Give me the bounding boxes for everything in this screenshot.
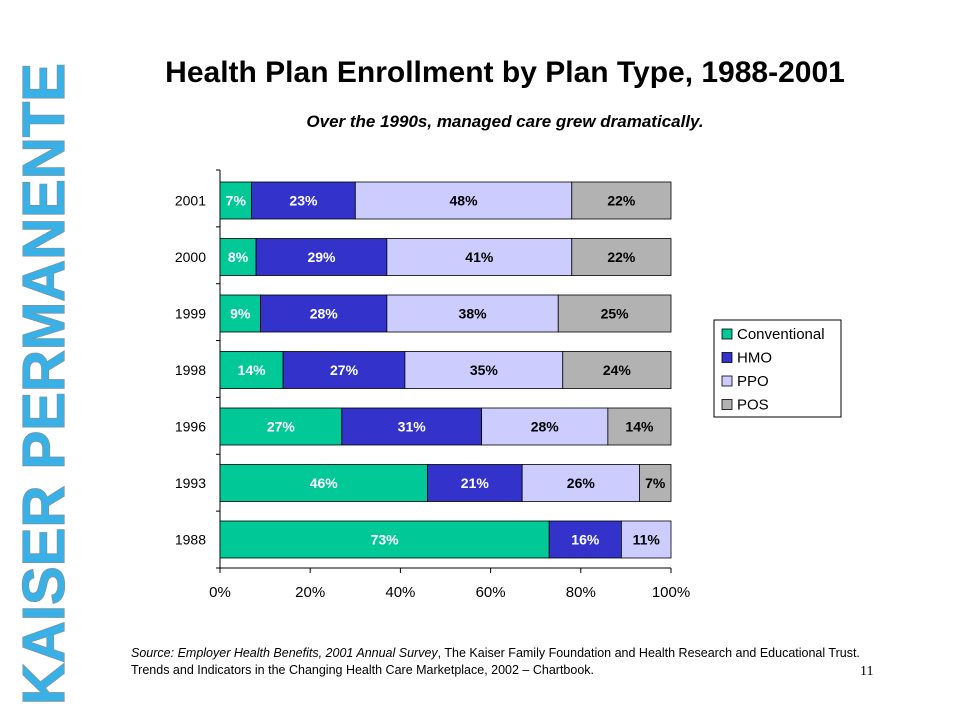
bar-segment-pos — [557, 294, 672, 333]
x-tick-label: 100% — [652, 584, 690, 601]
page-number: 11 — [860, 664, 874, 679]
legend-label-hmo: HMO — [737, 350, 772, 367]
bar-segment-conventional — [219, 464, 428, 502]
y-tick-label: 1988 — [175, 532, 206, 548]
legend-swatch-conventional — [721, 328, 733, 340]
bar-segment-hmo — [260, 294, 388, 333]
chart-subtitle: Over the 1990s, managed care grew dramat… — [306, 112, 704, 131]
x-tick-label: 40% — [385, 584, 415, 601]
data-label: 73% — [371, 532, 400, 548]
data-label: 21% — [461, 475, 490, 491]
bar-segment-hmo — [255, 238, 388, 276]
bar-segment-hmo — [427, 464, 523, 502]
bar-segment-conventional — [219, 407, 343, 446]
bar-segment-pos — [562, 351, 672, 389]
data-label: 8% — [228, 249, 249, 265]
source-note: Source: Employer Health Benefits, 2001 A… — [131, 645, 876, 679]
y-tick-label: 1996 — [175, 419, 206, 435]
data-label: 48% — [450, 193, 479, 209]
data-label: 22% — [607, 249, 636, 265]
bar-segment-conventional — [219, 351, 284, 389]
bar-segment-pos — [571, 181, 672, 220]
legend-swatch-hmo — [721, 352, 733, 363]
data-label: 38% — [459, 306, 488, 322]
legend-swatch-ppo — [721, 375, 733, 387]
y-tick-label: 2001 — [175, 193, 206, 209]
bar-segment-hmo — [251, 181, 356, 220]
data-label: 24% — [603, 362, 632, 378]
legend-label-ppo: PPO — [737, 373, 769, 390]
y-tick-label: 1999 — [175, 306, 206, 322]
bar-segment-conventional — [219, 520, 550, 559]
bar-segment-ppo — [521, 464, 640, 502]
x-tick-label: 60% — [476, 584, 506, 601]
data-label: 7% — [226, 193, 247, 209]
data-label: 27% — [267, 419, 296, 435]
data-label: 35% — [470, 362, 499, 378]
bar-segment-pos — [607, 407, 672, 446]
data-label: 28% — [310, 306, 339, 322]
bar-segment-hmo — [282, 351, 406, 389]
kaiser-permanente-logo: KAISER PERMANENTE — [10, 62, 77, 705]
x-tick-label: 20% — [295, 584, 325, 601]
legend-label-pos: POS — [737, 397, 769, 414]
y-tick-label: 2000 — [175, 249, 206, 265]
data-label: 14% — [238, 362, 267, 378]
legend-swatch-pos — [721, 399, 733, 410]
bar-segment-ppo — [481, 407, 609, 446]
bar-segment-pos — [571, 238, 672, 276]
data-label: 23% — [289, 193, 318, 209]
data-label: 22% — [607, 193, 636, 209]
data-label: 9% — [230, 306, 251, 322]
data-label: 14% — [625, 419, 654, 435]
x-tick-label: 0% — [209, 584, 231, 601]
data-label: 28% — [531, 419, 560, 435]
bar-segment-ppo — [404, 351, 564, 389]
brand-text: KAISER PERMANENTE — [11, 63, 77, 705]
source-italic-title: Employer Health Benefits, 2001 Annual Su… — [177, 646, 438, 660]
y-tick-label: 1993 — [175, 475, 206, 491]
data-label: 27% — [330, 362, 359, 378]
data-label: 31% — [398, 419, 427, 435]
bar-segment-pos — [639, 464, 672, 502]
bar-segment-ppo — [386, 294, 559, 333]
source-prefix: Source: — [131, 646, 178, 660]
bar-segment-ppo — [620, 520, 672, 559]
source-rest: , The Kaiser Family Foundation and Healt… — [131, 646, 860, 677]
data-label: 11% — [633, 532, 661, 548]
legend-label-conventional: Conventional — [737, 326, 825, 343]
chart-title: Health Plan Enrollment by Plan Type, 198… — [165, 56, 845, 89]
y-tick-label: 1998 — [175, 362, 206, 378]
data-label: 29% — [307, 249, 336, 265]
legend — [713, 319, 842, 418]
data-label: 16% — [571, 532, 600, 548]
x-tick-label: 80% — [566, 584, 596, 601]
data-label: 46% — [310, 475, 339, 491]
data-label: 26% — [567, 475, 596, 491]
data-label: 7% — [645, 475, 666, 491]
data-label: 41% — [465, 249, 494, 265]
data-label: 25% — [601, 306, 630, 322]
bar-segment-hmo — [341, 407, 482, 446]
